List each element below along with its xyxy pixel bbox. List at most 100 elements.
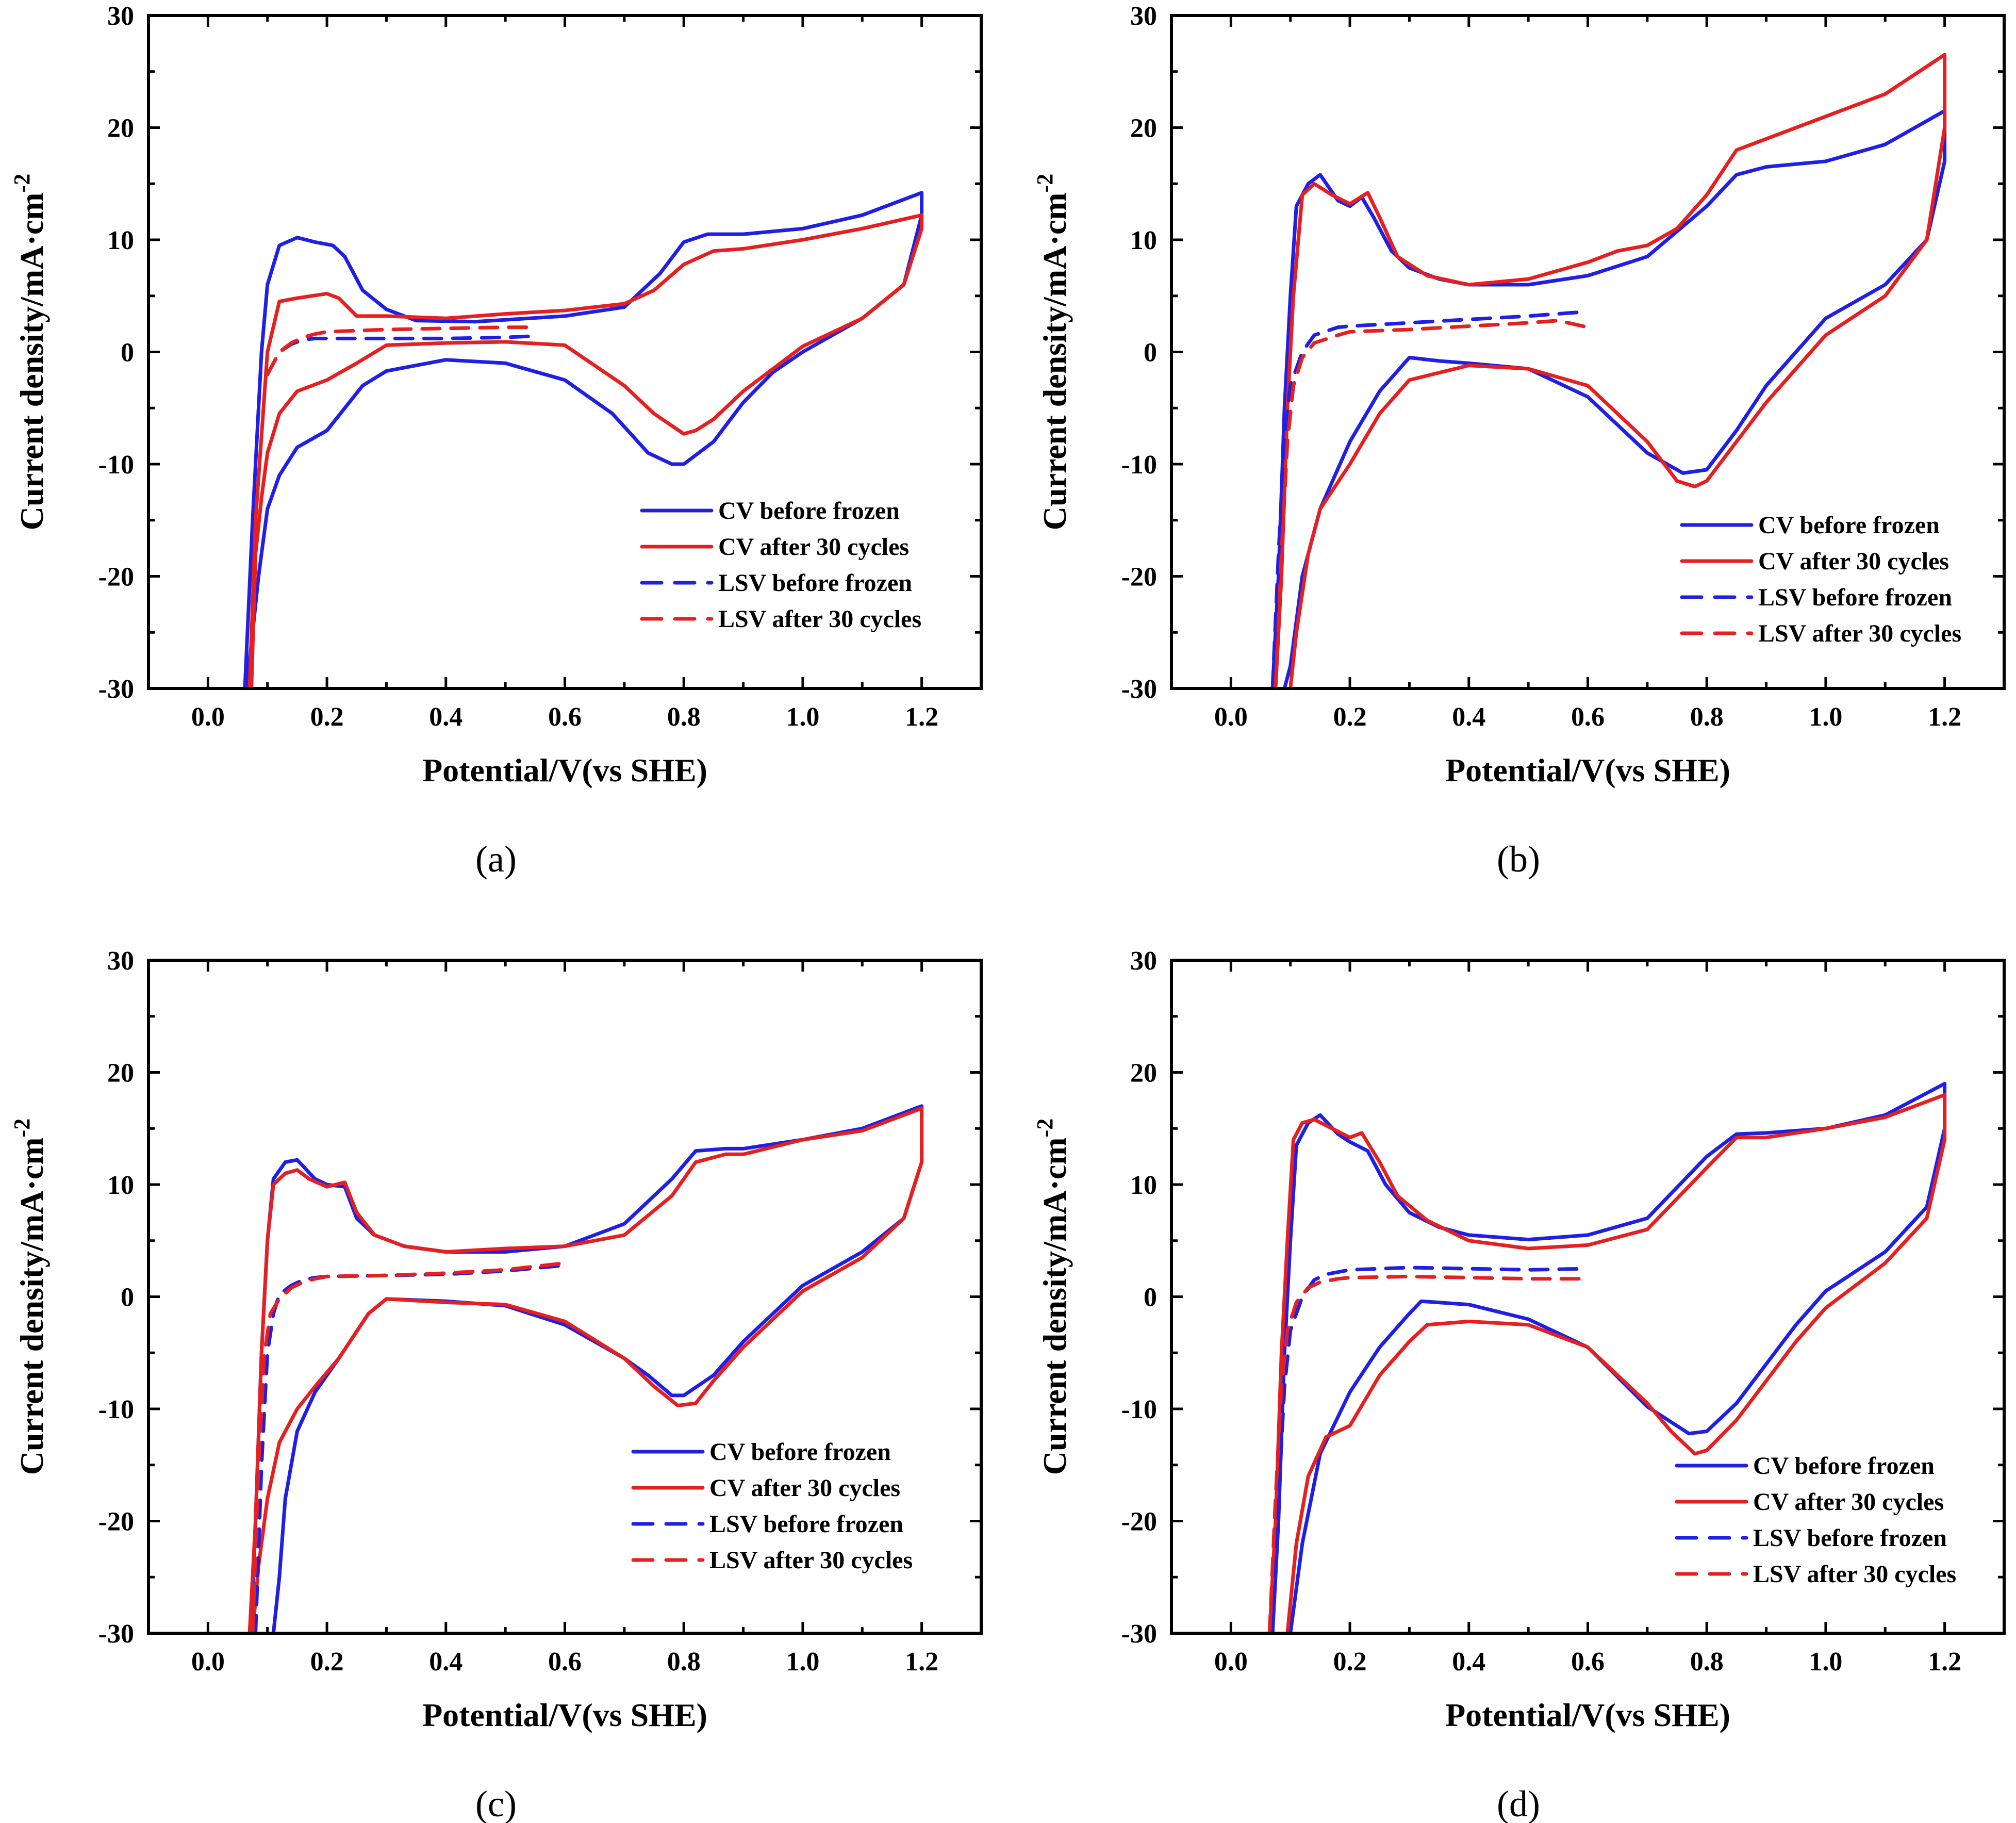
x-tick-label: 0.0 [191,702,225,732]
legend: CV before frozen CV after 30 cycles LSV be… [1680,512,1961,647]
legend-label: LSV after 30 cycles [718,605,921,633]
x-tick-label: 1.0 [1809,702,1842,732]
x-tick-label: 1.2 [905,1647,938,1677]
x-axis-title: Potential/V(vs SHE) [422,1697,707,1733]
legend-label: CV after 30 cycles [1758,548,1949,575]
x-tick-label: 1.2 [1928,1647,1961,1677]
panel-label: (c) [475,1783,517,1823]
x-tick-label: 0.8 [1690,702,1724,732]
series-group [243,191,924,688]
legend: CV before frozen CV after 30 cycles LSV be… [640,497,921,633]
series-line-cv-after-30-cycles [247,1106,924,1633]
series-line-lsv-after-30-cycles [1267,1274,1590,1633]
x-axis-title: Potential/V(vs SHE) [1445,1697,1730,1733]
series-group [1270,53,1947,688]
y-tick-label: 20 [1130,114,1157,143]
x-tick-label: 0.2 [1333,702,1367,732]
y-tick-label: 0 [1144,1283,1157,1312]
y-tick-label: -30 [98,1619,134,1649]
chart-panel-b: 0.0 0.2 0.4 0.6 0.8 1.0 1.2 -30 -20 -10 0 10 20 30 Pot… [1032,2,2006,880]
legend-label: LSV after 30 cycles [709,1547,913,1574]
legend: CV before frozen CV after 30 cycles LSV be… [631,1438,913,1574]
y-tick-label: -10 [98,450,134,480]
x-tick-label: 1.0 [1809,1647,1842,1677]
x-axis-title: Potential/V(vs SHE) [1445,752,1730,789]
series-line-cv-before-frozen [1270,109,1947,688]
panel-label: (d) [1497,1783,1540,1823]
series-line-cv-before-frozen [1270,1081,1947,1633]
plot-frame [147,14,983,690]
y-tick-label: 30 [107,946,134,976]
chart-panel-d: 0.0 0.2 0.4 0.6 0.8 1.0 1.2 -30 -20 -10 0 10 20 30 Pot… [1032,946,2006,1823]
y-tick-label: 30 [1130,946,1157,976]
chart-panel-c: 0.0 0.2 0.4 0.6 0.8 1.0 1.2 -30 -20 -10 0 10 20 30 Pot… [9,946,983,1823]
legend-label: CV after 30 cycles [709,1474,900,1502]
y-tick-label: -10 [98,1395,134,1424]
legend-label: CV before frozen [718,497,900,524]
y-tick-label: -30 [1121,1619,1157,1649]
legend-label: CV before frozen [1758,512,1940,539]
x-tick-label: 0.4 [429,702,462,732]
y-axis-title-superscript: -2 [9,174,35,193]
y-tick-label: 20 [1130,1059,1157,1088]
y-tick-label: -10 [1121,450,1157,480]
x-tick-label: 1.0 [786,702,819,732]
legend-label: CV before frozen [1753,1452,1935,1480]
y-tick-label: 20 [107,1059,134,1088]
series-line-cv-after-30-cycles [247,213,924,688]
x-tick-label: 0.0 [191,1647,225,1677]
y-tick-label: 20 [107,114,134,143]
x-tick-label: 1.2 [1928,702,1961,732]
x-tick-label: 0.6 [1571,1647,1605,1677]
x-tick-label: 0.8 [1690,1647,1724,1677]
legend-label: LSV before frozen [1753,1524,1947,1552]
y-tick-label: 0 [1144,338,1157,368]
series-line-cv-after-30-cycles [1267,1093,1947,1633]
series-line-lsv-before-frozen [254,1263,567,1633]
x-tick-label: 0.0 [1214,1647,1248,1677]
y-tick-label: 10 [107,1171,134,1200]
legend-label: LSV before frozen [709,1510,903,1538]
chart-panel-a: 0.0 0.2 0.4 0.6 0.8 1.0 1.2 -30 -20 -10 0 10 20 30 Pot… [9,2,983,880]
y-tick-label: 10 [1130,1171,1157,1200]
panel-label: (b) [1497,839,1540,880]
legend-label: CV after 30 cycles [718,533,909,561]
x-tick-label: 0.6 [1571,702,1605,732]
x-tick-label: 1.2 [905,702,938,732]
series-group [247,1104,924,1633]
y-tick-label: 0 [121,338,134,368]
y-tick-label: 10 [1130,226,1157,255]
x-tick-label: 0.2 [1333,1647,1367,1677]
x-tick-label: 0.8 [667,1647,701,1677]
series-line-lsv-after-30-cycles [1274,319,1590,688]
y-tick-label: -20 [98,563,134,592]
series-group [1267,1081,1947,1633]
y-axis-title-superscript: -2 [9,1119,35,1138]
series-line-lsv-after-30-cycles [266,325,531,376]
y-tick-label: -20 [1121,1507,1157,1537]
y-axis-title: Current density/mA·cm-2 [9,174,50,530]
y-tick-label: 10 [107,226,134,255]
y-tick-label: -20 [1121,563,1157,592]
plot-frame [147,959,983,1635]
x-tick-label: 0.8 [667,702,701,732]
legend-label: LSV after 30 cycles [1758,620,1961,647]
y-axis-title-superscript: -2 [1032,174,1057,193]
y-tick-label: -30 [1121,675,1157,704]
x-tick-label: 0.6 [548,1647,582,1677]
y-tick-label: 0 [121,1283,134,1312]
y-tick-label: -20 [98,1507,134,1537]
y-axis-title: Current density/mA·cm-2 [1032,1119,1073,1475]
x-tick-label: 0.4 [1452,702,1485,732]
y-axis-title: Current density/mA·cm-2 [9,1119,50,1475]
legend-label: CV before frozen [709,1438,891,1466]
series-line-lsv-after-30-cycles [251,1261,567,1633]
plot-frame [1170,14,2006,690]
x-axis-title: Potential/V(vs SHE) [422,752,707,789]
series-line-cv-after-30-cycles [1274,53,1947,688]
y-axis-title: Current density/mA·cm-2 [1032,174,1073,530]
x-tick-label: 0.4 [429,1647,462,1677]
x-tick-label: 0.4 [1452,1647,1485,1677]
legend-label: LSV after 30 cycles [1753,1561,1956,1588]
